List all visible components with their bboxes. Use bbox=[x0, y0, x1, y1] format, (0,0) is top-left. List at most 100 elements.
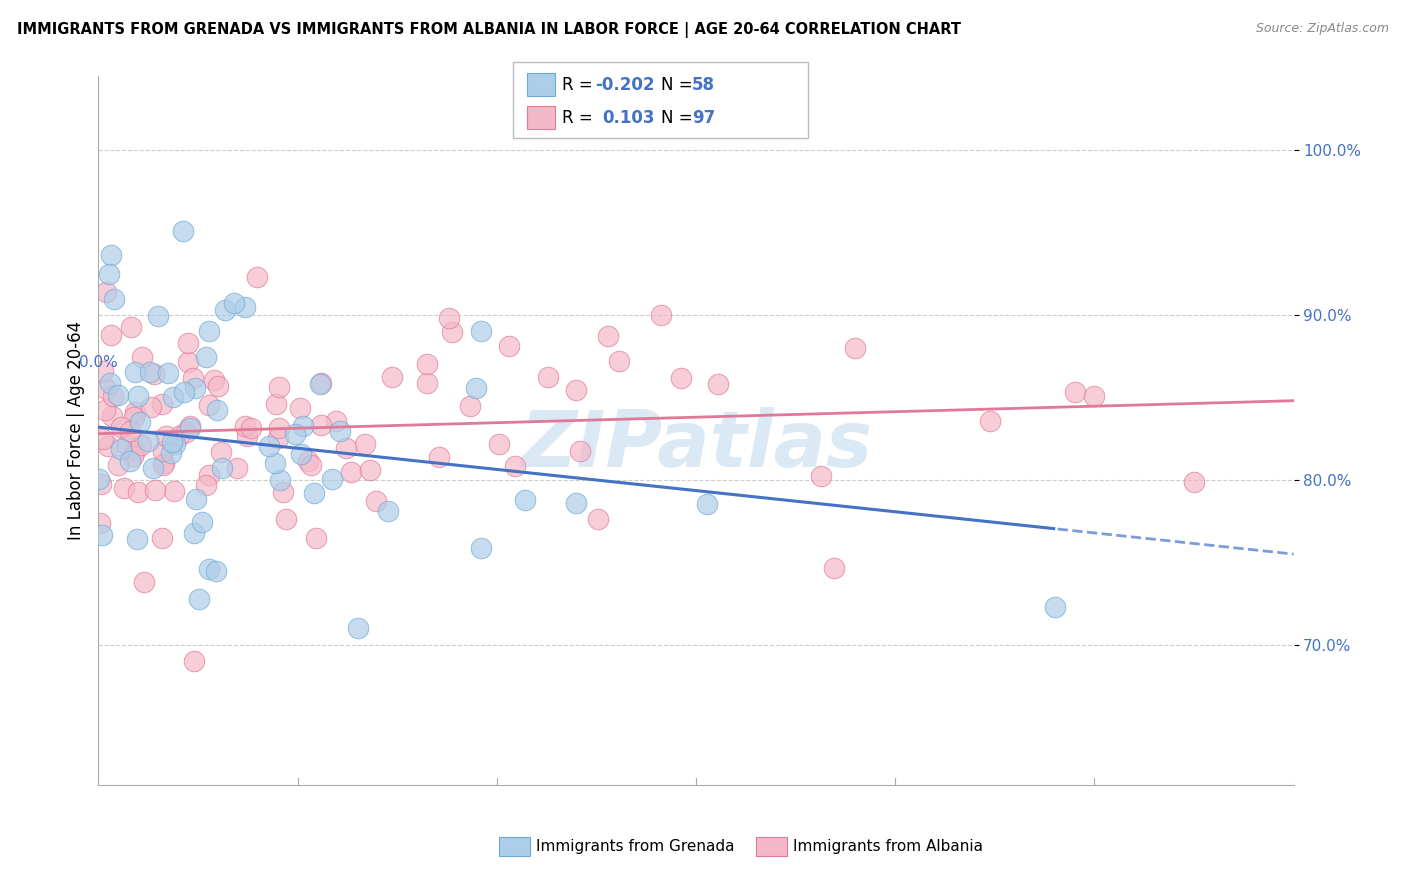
Point bbox=[134, 575, 156, 590]
Point bbox=[127, 485, 149, 500]
Point bbox=[233, 300, 256, 314]
Point bbox=[93, 403, 115, 417]
Point bbox=[596, 329, 619, 343]
Point bbox=[222, 295, 245, 310]
Point bbox=[470, 541, 492, 556]
Point bbox=[205, 402, 228, 417]
Point bbox=[91, 364, 114, 378]
Text: 58: 58 bbox=[692, 76, 714, 94]
Text: 97: 97 bbox=[692, 109, 716, 127]
Point bbox=[233, 419, 256, 434]
Point bbox=[427, 450, 450, 465]
Point bbox=[120, 319, 142, 334]
Point bbox=[125, 533, 148, 547]
Point bbox=[153, 456, 176, 470]
Point bbox=[488, 437, 510, 451]
Point bbox=[1063, 385, 1085, 400]
Point bbox=[163, 483, 186, 498]
Point bbox=[181, 371, 204, 385]
Point bbox=[565, 383, 588, 397]
Point bbox=[122, 410, 145, 425]
Point bbox=[214, 303, 236, 318]
Text: N =: N = bbox=[661, 76, 697, 94]
Point bbox=[810, 469, 832, 483]
Point bbox=[98, 376, 121, 390]
Point bbox=[100, 409, 122, 423]
Point bbox=[359, 462, 381, 476]
Point bbox=[187, 592, 209, 607]
Point bbox=[124, 405, 146, 419]
Point bbox=[1043, 600, 1066, 615]
Point bbox=[329, 424, 352, 438]
Point bbox=[353, 437, 375, 451]
Text: 0.103: 0.103 bbox=[602, 109, 654, 127]
Point bbox=[100, 327, 122, 342]
Point bbox=[91, 527, 114, 541]
Text: -0.202: -0.202 bbox=[595, 76, 654, 94]
Point bbox=[340, 465, 363, 479]
Point bbox=[174, 425, 197, 439]
Point bbox=[155, 428, 177, 442]
Point bbox=[183, 654, 205, 668]
Point bbox=[209, 444, 232, 458]
Point bbox=[696, 497, 718, 511]
Point bbox=[186, 491, 208, 506]
Point bbox=[211, 461, 233, 475]
Point bbox=[470, 324, 492, 338]
Point bbox=[347, 621, 370, 635]
Point bbox=[246, 269, 269, 284]
Point bbox=[650, 308, 672, 322]
Point bbox=[136, 434, 159, 448]
Point bbox=[205, 564, 228, 578]
Point bbox=[505, 459, 527, 474]
Point bbox=[204, 373, 226, 387]
Point bbox=[458, 400, 481, 414]
Point bbox=[172, 224, 194, 238]
Point bbox=[179, 420, 201, 434]
Text: N =: N = bbox=[661, 109, 697, 127]
Point bbox=[377, 504, 399, 518]
Point bbox=[416, 376, 439, 390]
Point bbox=[124, 444, 146, 458]
Point bbox=[194, 351, 217, 365]
Point bbox=[160, 445, 183, 459]
Point bbox=[139, 365, 162, 379]
Point bbox=[191, 515, 214, 529]
Point bbox=[160, 434, 183, 449]
Point bbox=[96, 285, 118, 300]
Point bbox=[297, 454, 319, 468]
Point bbox=[143, 483, 166, 498]
Text: R =: R = bbox=[562, 109, 599, 127]
Point bbox=[177, 355, 200, 369]
Point bbox=[183, 525, 205, 540]
Point bbox=[103, 293, 125, 307]
Point bbox=[120, 424, 142, 438]
Point bbox=[235, 429, 257, 443]
Point bbox=[588, 511, 610, 525]
Point bbox=[129, 438, 152, 452]
Point bbox=[173, 385, 195, 400]
Point bbox=[207, 379, 229, 393]
Point bbox=[112, 481, 135, 495]
Point bbox=[309, 418, 332, 433]
Y-axis label: In Labor Force | Age 20-64: In Labor Force | Age 20-64 bbox=[66, 321, 84, 540]
Point bbox=[537, 370, 560, 384]
Point bbox=[141, 400, 163, 414]
Point bbox=[823, 561, 845, 575]
Point bbox=[274, 512, 297, 526]
Point bbox=[441, 326, 464, 340]
Point bbox=[288, 401, 311, 415]
Point bbox=[513, 492, 536, 507]
Point bbox=[152, 444, 174, 458]
Point bbox=[305, 531, 328, 545]
Point bbox=[416, 357, 439, 371]
Point bbox=[239, 421, 262, 435]
Point bbox=[264, 396, 287, 410]
Point bbox=[87, 472, 110, 486]
Point bbox=[122, 449, 145, 463]
Point bbox=[271, 484, 294, 499]
Point bbox=[197, 398, 219, 412]
Point bbox=[198, 324, 221, 338]
Text: Immigrants from Albania: Immigrants from Albania bbox=[793, 839, 983, 854]
Point bbox=[464, 381, 486, 395]
